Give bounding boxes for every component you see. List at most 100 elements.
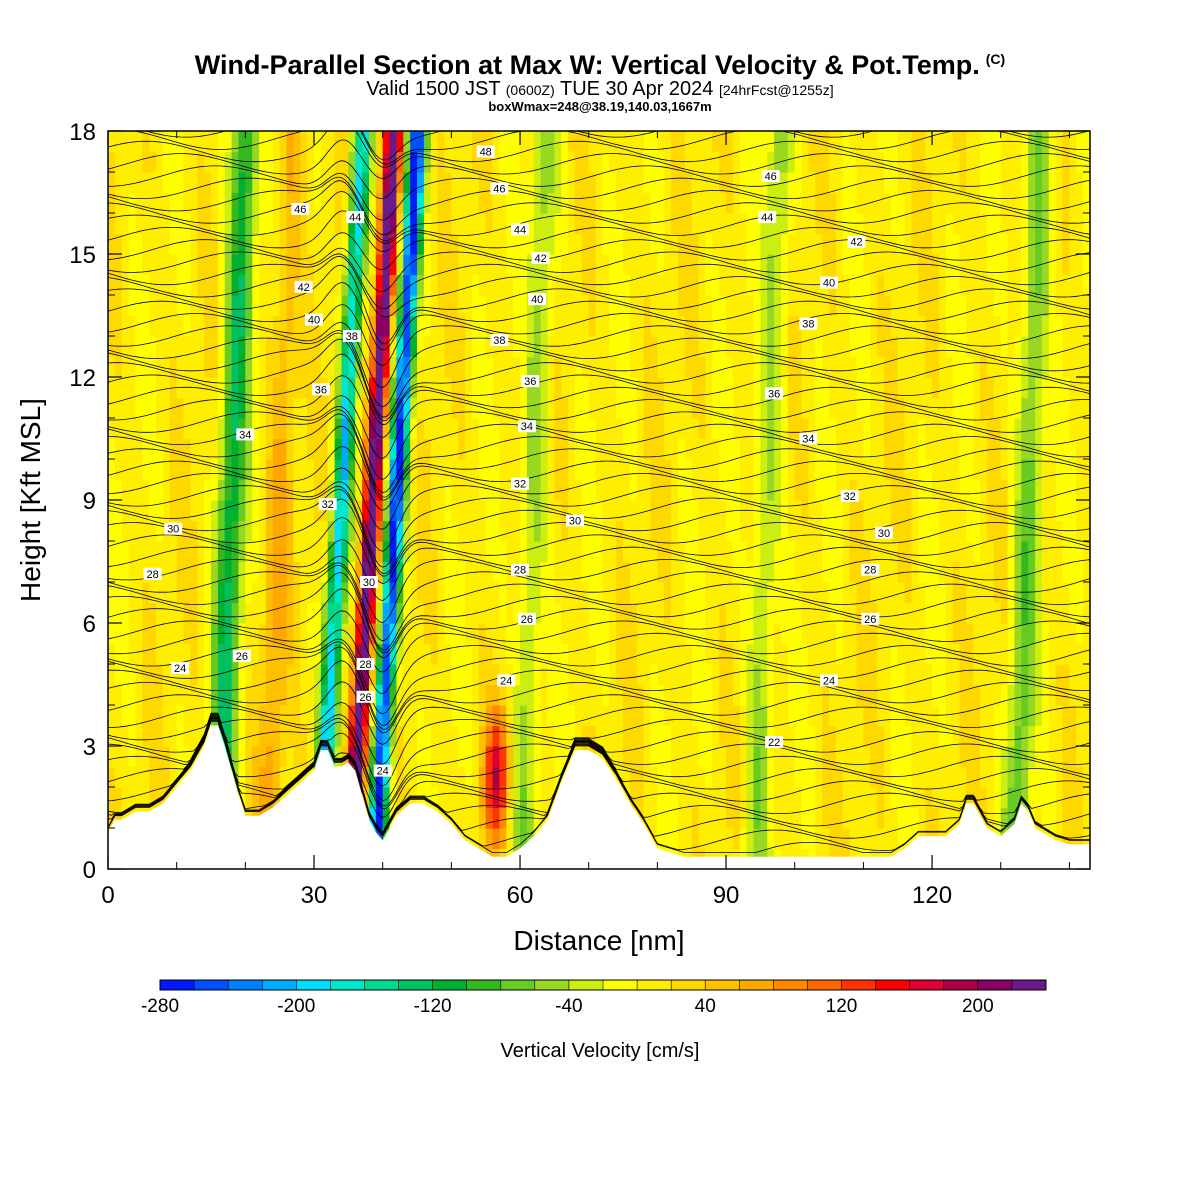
velocity-cell	[581, 500, 590, 522]
velocity-cell	[911, 766, 919, 788]
velocity-cell	[925, 151, 933, 173]
velocity-cell	[712, 336, 720, 358]
velocity-cell	[162, 500, 171, 522]
velocity-cell	[238, 151, 246, 173]
velocity-cell	[657, 602, 665, 624]
velocity-cell	[698, 336, 707, 358]
velocity-cell	[458, 623, 466, 645]
velocity-cell	[781, 787, 789, 809]
velocity-cell	[1021, 479, 1029, 501]
velocity-cell	[945, 664, 954, 686]
velocity-cell	[938, 766, 947, 788]
velocity-cell	[286, 295, 294, 317]
velocity-cell	[492, 582, 501, 604]
velocity-cell	[698, 520, 707, 542]
velocity-cell	[623, 746, 631, 768]
velocity-cell	[787, 705, 796, 727]
velocity-cell	[787, 213, 796, 235]
velocity-cell	[561, 459, 569, 481]
velocity-cell	[1021, 561, 1029, 583]
velocity-cell	[1041, 254, 1050, 276]
velocity-cell	[993, 766, 1002, 788]
velocity-cell	[911, 438, 919, 460]
velocity-cell	[485, 602, 494, 624]
velocity-cell	[114, 500, 123, 522]
velocity-cell	[938, 274, 947, 296]
velocity-cell	[588, 233, 597, 255]
velocity-cell	[465, 131, 473, 153]
velocity-cell	[327, 561, 336, 583]
velocity-cell	[231, 213, 240, 235]
velocity-cell	[217, 336, 226, 358]
velocity-cell	[623, 315, 631, 337]
velocity-cell	[863, 254, 871, 276]
velocity-cell	[1000, 500, 1009, 522]
velocity-cell	[842, 377, 851, 399]
velocity-cell	[362, 664, 370, 686]
velocity-cell	[423, 295, 432, 317]
velocity-cell	[787, 295, 796, 317]
velocity-cell	[636, 315, 645, 337]
velocity-cell	[877, 397, 885, 419]
velocity-cell	[925, 602, 933, 624]
velocity-cell	[966, 602, 974, 624]
velocity-cell	[128, 172, 137, 194]
velocity-cell	[829, 766, 837, 788]
velocity-cell	[870, 151, 878, 173]
velocity-cell	[293, 172, 301, 194]
velocity-cell	[787, 561, 796, 583]
velocity-cell	[678, 377, 686, 399]
velocity-cell	[135, 541, 143, 563]
velocity-cell	[513, 766, 521, 788]
velocity-cell	[478, 315, 487, 337]
velocity-cell	[932, 131, 940, 153]
velocity-cell	[492, 192, 501, 214]
velocity-cell	[849, 274, 858, 296]
velocity-cell	[245, 500, 253, 522]
velocity-cell	[849, 746, 858, 768]
velocity-cell	[128, 520, 137, 542]
velocity-cell	[142, 479, 150, 501]
chart-title-block: Wind-Parallel Section at Max W: Vertical…	[0, 44, 1200, 114]
velocity-cell	[279, 438, 288, 460]
velocity-cell	[293, 643, 301, 665]
velocity-cell	[678, 315, 686, 337]
velocity-cell	[286, 766, 294, 788]
velocity-cell	[307, 541, 315, 563]
velocity-cell	[774, 315, 782, 337]
velocity-cell	[753, 172, 761, 194]
velocity-cell	[822, 787, 830, 809]
velocity-cell	[1028, 459, 1036, 481]
velocity-cell	[575, 500, 583, 522]
velocity-cell	[520, 377, 528, 399]
velocity-cell	[794, 459, 803, 481]
velocity-cell	[369, 254, 377, 276]
velocity-cell	[410, 213, 418, 235]
velocity-cell	[1048, 643, 1057, 665]
velocity-cell	[286, 151, 294, 173]
velocity-cell	[781, 295, 789, 317]
velocity-cell	[169, 582, 178, 604]
velocity-cell	[760, 438, 768, 460]
velocity-cell	[575, 705, 583, 727]
velocity-cell	[499, 397, 507, 419]
velocity-cell	[1048, 192, 1057, 214]
velocity-cell	[279, 377, 288, 399]
velocity-cell	[162, 623, 171, 645]
velocity-cell	[801, 541, 810, 563]
velocity-cell	[987, 623, 995, 645]
velocity-cell	[341, 254, 349, 276]
velocity-cell	[712, 520, 720, 542]
velocity-cell	[609, 151, 617, 173]
velocity-cell	[918, 213, 926, 235]
velocity-cell	[671, 643, 679, 665]
velocity-cell	[211, 418, 219, 440]
velocity-cell	[1055, 766, 1064, 788]
velocity-cell	[1000, 766, 1009, 788]
velocity-cell	[719, 377, 727, 399]
velocity-cell	[403, 336, 411, 358]
velocity-cell	[1041, 541, 1050, 563]
velocity-cell	[664, 233, 672, 255]
velocity-cell	[135, 254, 143, 276]
velocity-cell	[932, 766, 940, 788]
